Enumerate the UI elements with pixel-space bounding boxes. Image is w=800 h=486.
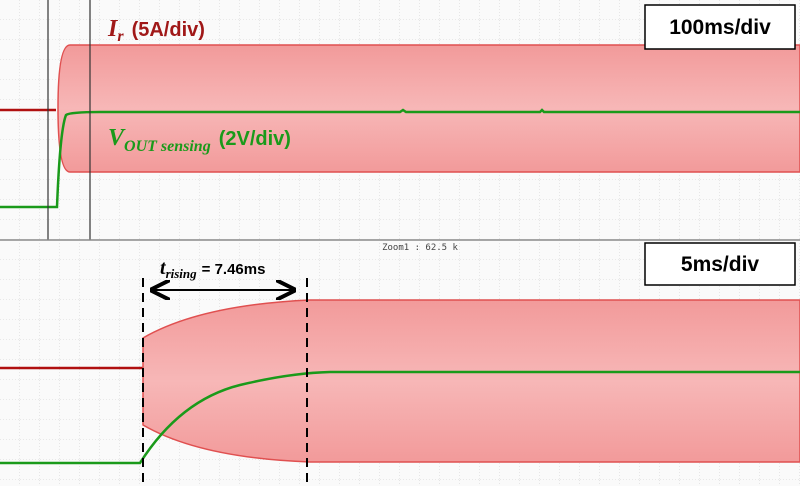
current-envelope xyxy=(57,44,800,173)
rise-value: = 7.46ms xyxy=(202,261,266,278)
top-panel: Ir (5A/div) VOUT sensing (2V/div) 100ms/di… xyxy=(0,0,800,240)
voltage-scale: (2V/div) xyxy=(219,128,291,150)
timebase-box xyxy=(644,4,796,50)
timebase-box xyxy=(644,242,796,286)
timebase-label: 100ms/div xyxy=(669,16,771,39)
current-envelope xyxy=(142,299,800,463)
rise-time-label: trising = 7.46ms xyxy=(160,257,265,281)
current-scale: (5A/div) xyxy=(132,19,205,41)
current-subscript: r xyxy=(117,28,124,45)
zoom-label: Zoom1 : 62.5 k xyxy=(382,243,458,253)
voltage-symbol: V xyxy=(108,125,126,151)
voltage-label: VOUT sensing (2V/div) xyxy=(108,125,291,155)
voltage-trace xyxy=(0,108,800,209)
current-label: Ir (5A/div) xyxy=(107,16,205,45)
bottom-panel: Zoom1 : 62.5 k trising = 7.46ms 5ms/div xyxy=(0,241,800,486)
rise-symbol: t xyxy=(160,257,167,279)
timebase-label: 5ms/div xyxy=(681,253,760,276)
voltage-subscript: OUT sensing xyxy=(124,138,211,155)
current-symbol: I xyxy=(107,16,119,42)
rise-subscript: rising xyxy=(166,266,198,281)
